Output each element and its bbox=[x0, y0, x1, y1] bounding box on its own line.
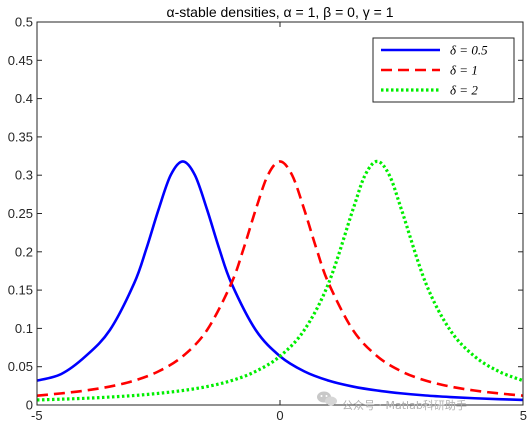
series-line-2 bbox=[36, 159, 524, 402]
legend-label-1: δ = 1 bbox=[450, 63, 478, 78]
legend-label-0: δ = 0.5 bbox=[450, 43, 488, 58]
watermark-text: 公众号 · Matlab科研助手 bbox=[342, 398, 467, 412]
y-tick-label: 0.05 bbox=[8, 359, 33, 374]
legend-label-2: δ = 2 bbox=[450, 83, 478, 98]
y-axis: 0 0.05 0.1 0.15 0.2 0.25 0.3 0.35 0.4 0.45 0.5 bbox=[8, 15, 523, 413]
y-tick-label: 0.3 bbox=[15, 168, 33, 183]
x-tick-label: 5 bbox=[520, 408, 527, 423]
series-line-1 bbox=[36, 160, 524, 397]
x-tick-label: -5 bbox=[31, 408, 43, 423]
x-tick-label: 0 bbox=[276, 408, 283, 423]
wechat-icon bbox=[317, 391, 337, 406]
y-tick-label: 0.15 bbox=[8, 283, 33, 298]
y-tick-label: 0.45 bbox=[8, 53, 33, 68]
chart-title: α-stable densities, α = 1, β = 0, γ = 1 bbox=[167, 4, 394, 20]
y-tick-label: 0.4 bbox=[15, 91, 33, 106]
y-tick-label: 0.1 bbox=[15, 321, 33, 336]
x-axis: -5 0 5 bbox=[31, 22, 527, 423]
y-tick-label: 0.2 bbox=[15, 244, 33, 259]
legend-box bbox=[372, 37, 515, 103]
y-tick-label: 0.35 bbox=[8, 129, 33, 144]
plot-curves bbox=[36, 159, 524, 402]
y-tick-label: 0 bbox=[26, 398, 33, 413]
legend: δ = 0.5 δ = 1 δ = 2 bbox=[372, 37, 515, 103]
series-line-0 bbox=[36, 160, 524, 402]
y-tick-label: 0.25 bbox=[8, 206, 33, 221]
y-tick-label: 0.5 bbox=[15, 15, 33, 30]
watermark: 公众号 · Matlab科研助手 bbox=[317, 391, 467, 412]
